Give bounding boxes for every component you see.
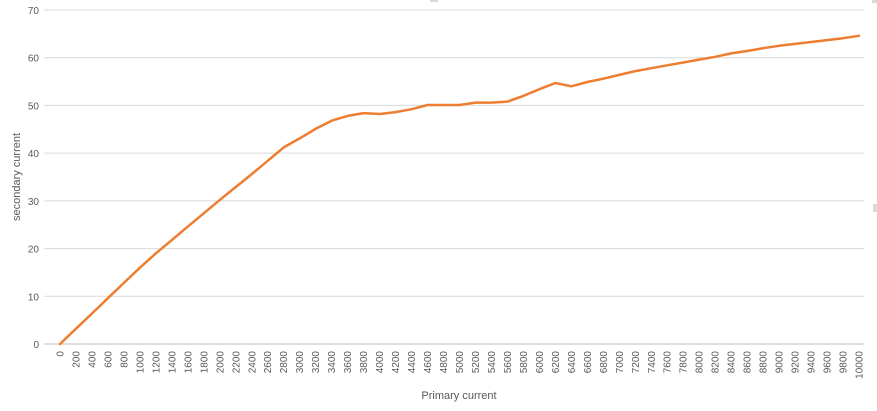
x-tick-label: 1200 xyxy=(151,351,162,374)
series-line xyxy=(58,34,861,346)
x-tick-label: 400 xyxy=(87,351,98,368)
x-tick-label: 1600 xyxy=(183,351,194,374)
x-tick-label: 2000 xyxy=(215,351,226,374)
x-tick-label: 3400 xyxy=(327,351,338,374)
clipped-edge-fragment xyxy=(872,0,877,3)
x-tick-label: 5000 xyxy=(455,351,466,374)
x-tick-label: 7600 xyxy=(663,351,674,374)
x-tick-label: 6200 xyxy=(551,351,562,374)
x-tick-label: 3800 xyxy=(359,351,370,374)
x-tick-label: 7400 xyxy=(647,351,658,374)
x-tick-label: 9000 xyxy=(775,351,786,374)
clipped-edge-fragment xyxy=(873,204,877,212)
y-axis-label: secondary current xyxy=(11,133,23,221)
x-tick-label: 5200 xyxy=(471,351,482,374)
x-tick-label: 6800 xyxy=(599,351,610,374)
x-tick-label: 7200 xyxy=(631,351,642,374)
x-tick-label: 8000 xyxy=(695,351,706,374)
x-tick-label: 3200 xyxy=(311,351,322,374)
x-tick-labels: 0 200 400 600 800 1000 1200 1400 1600 1800 2000 220… xyxy=(56,351,866,379)
x-tick-label: 1400 xyxy=(167,351,178,374)
x-tick-label: 5600 xyxy=(503,351,514,374)
x-tick-label: 800 xyxy=(119,351,130,368)
x-tick-label: 3000 xyxy=(295,351,306,374)
x-tick-label: 1800 xyxy=(199,351,210,374)
y-tick-label: 50 xyxy=(28,101,40,112)
x-tick-label: 4800 xyxy=(439,351,450,374)
x-tick-label: 4600 xyxy=(423,351,434,374)
x-tick-label: 7000 xyxy=(615,351,626,374)
x-tick-label: 4000 xyxy=(375,351,386,374)
x-axis-label: Primary current xyxy=(421,390,496,402)
x-tick-label: 5400 xyxy=(487,351,498,374)
y-tick-label: 60 xyxy=(28,54,40,65)
x-tick-label: 2400 xyxy=(247,351,258,374)
plot-area xyxy=(58,34,861,346)
y-tick-labels: 0 10 20 30 40 50 60 70 xyxy=(28,6,40,351)
x-tick-label: 7800 xyxy=(679,351,690,374)
x-tick-label: 8400 xyxy=(727,351,738,374)
x-tick-label: 3600 xyxy=(343,351,354,374)
y-tick-label: 10 xyxy=(28,292,40,303)
x-tick-label: 200 xyxy=(71,351,82,368)
y-tick-label: 40 xyxy=(28,149,40,160)
x-tick-label: 5800 xyxy=(519,351,530,374)
x-tick-label: 2600 xyxy=(263,351,274,374)
gridlines xyxy=(44,9,864,345)
x-tick-label: 2800 xyxy=(279,351,290,374)
x-tick-label: 2200 xyxy=(231,351,242,374)
y-tick-label: 20 xyxy=(28,245,40,256)
x-tick-label: 6600 xyxy=(583,351,594,374)
x-tick-label: 9400 xyxy=(807,351,818,374)
x-tick-label: 9800 xyxy=(839,351,850,374)
x-tick-label: 4400 xyxy=(407,351,418,374)
clipped-edge-fragment xyxy=(430,0,438,2)
x-tick-label: 9200 xyxy=(791,351,802,374)
x-tick-label: 6400 xyxy=(567,351,578,374)
x-tick-label: 8800 xyxy=(759,351,770,374)
x-tick-label: 8200 xyxy=(711,351,722,374)
y-tick-label: 0 xyxy=(33,340,39,351)
y-tick-label: 30 xyxy=(28,197,40,208)
x-tick-label: 1000 xyxy=(135,351,146,374)
y-tick-label: 70 xyxy=(28,6,40,17)
x-tick-label: 9600 xyxy=(823,351,834,374)
x-tick-label: 8600 xyxy=(743,351,754,374)
x-tick-label: 0 xyxy=(56,351,67,357)
x-tick-label: 6000 xyxy=(535,351,546,374)
x-tick-label: 10000 xyxy=(855,351,866,379)
x-tick-label: 600 xyxy=(103,351,114,368)
x-tick-label: 4200 xyxy=(391,351,402,374)
